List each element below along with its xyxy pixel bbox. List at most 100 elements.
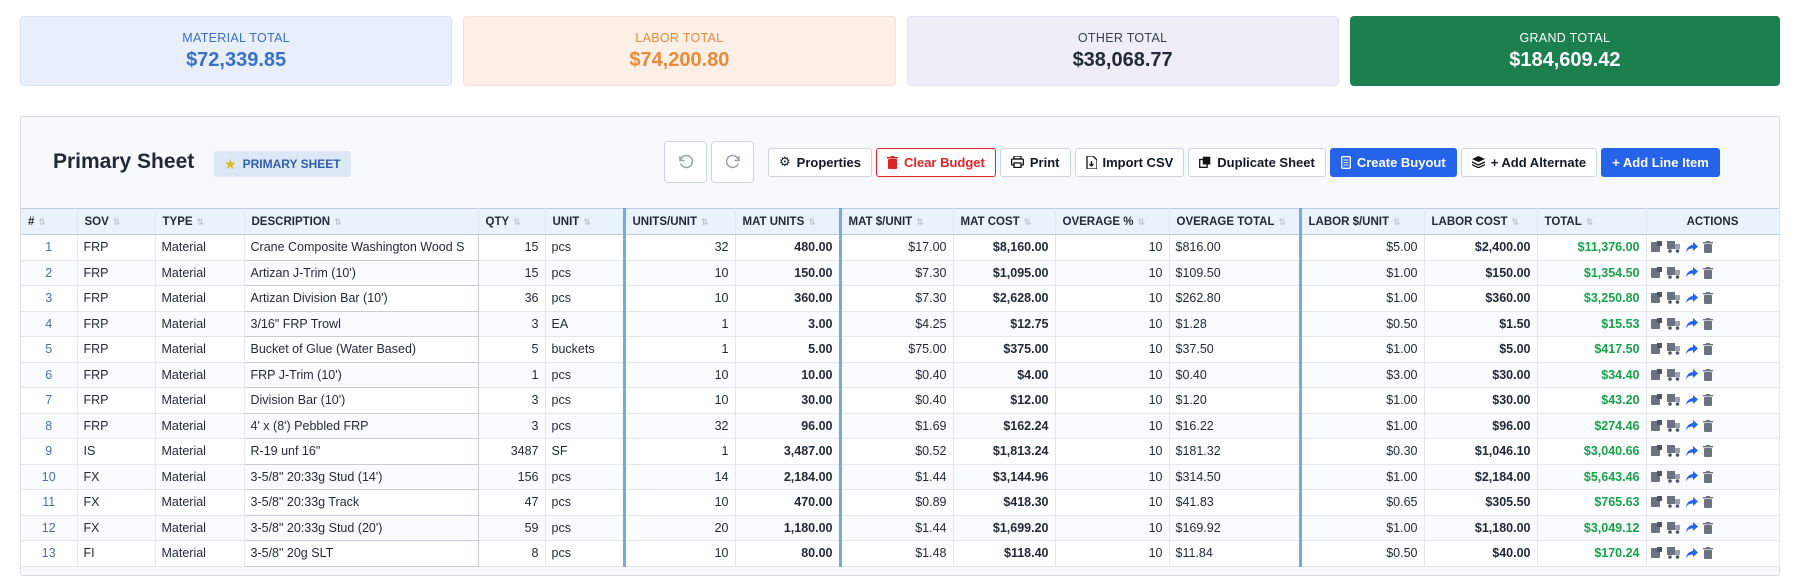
overage-pct-cell[interactable]: 10 bbox=[1055, 540, 1170, 567]
type-cell[interactable]: Material bbox=[155, 362, 245, 388]
header-col-qty[interactable]: QTY ⇅ bbox=[478, 208, 546, 235]
unit-cell[interactable]: pcs bbox=[545, 285, 625, 312]
delete-button[interactable] bbox=[1702, 470, 1713, 483]
labor-per-unit-cell[interactable]: $0.30 bbox=[1298, 438, 1425, 465]
mat-per-unit-cell[interactable]: $1.44 bbox=[838, 515, 954, 541]
sov-cell[interactable]: FRP bbox=[77, 362, 156, 388]
redo-button[interactable] bbox=[711, 141, 754, 183]
edit-button[interactable] bbox=[1650, 368, 1662, 381]
overage-pct-cell[interactable]: 10 bbox=[1055, 311, 1170, 337]
header-col-labor-per-unit[interactable]: LABOR $/UNIT ⇅ bbox=[1298, 208, 1425, 235]
buyout-button[interactable] bbox=[1666, 343, 1681, 356]
description-cell[interactable]: Division Bar (10') bbox=[243, 387, 479, 414]
overage-pct-cell[interactable]: 10 bbox=[1055, 234, 1170, 261]
move-button[interactable] bbox=[1685, 267, 1698, 278]
delete-button[interactable] bbox=[1702, 496, 1713, 509]
labor-per-unit-cell[interactable]: $5.00 bbox=[1298, 234, 1425, 261]
edit-button[interactable] bbox=[1650, 292, 1662, 304]
unit-cell[interactable]: EA bbox=[545, 311, 625, 337]
sov-cell[interactable]: FRP bbox=[77, 311, 156, 337]
type-cell[interactable]: Material bbox=[155, 234, 245, 261]
header-col-index[interactable]: # ⇅ bbox=[21, 208, 78, 235]
overage-pct-cell[interactable]: 10 bbox=[1055, 489, 1170, 516]
sov-cell[interactable]: FX bbox=[77, 489, 156, 516]
buyout-button[interactable] bbox=[1666, 241, 1681, 254]
buyout-button[interactable] bbox=[1666, 445, 1681, 458]
mat-per-unit-cell[interactable]: $0.40 bbox=[838, 362, 954, 388]
description-cell[interactable]: Bucket of Glue (Water Based) bbox=[243, 336, 479, 363]
description-cell[interactable]: Artizan J-Trim (10') bbox=[243, 259, 479, 286]
move-button[interactable] bbox=[1685, 445, 1698, 457]
unit-cell[interactable]: pcs bbox=[545, 464, 625, 490]
edit-button[interactable] bbox=[1650, 266, 1662, 279]
sov-cell[interactable]: IS bbox=[77, 438, 156, 465]
buyout-button[interactable] bbox=[1666, 292, 1681, 305]
edit-button[interactable] bbox=[1650, 241, 1662, 253]
description-cell[interactable]: Artizan Division Bar (10') bbox=[243, 285, 479, 312]
create-buyout-button[interactable]: Create Buyout bbox=[1329, 147, 1457, 177]
type-cell[interactable]: Material bbox=[155, 413, 245, 439]
move-button[interactable] bbox=[1685, 420, 1698, 431]
units-per-unit-cell[interactable]: 10 bbox=[622, 285, 736, 312]
header-col-unit[interactable]: UNIT ⇅ bbox=[545, 208, 625, 235]
qty-cell[interactable]: 3 bbox=[478, 387, 546, 414]
units-per-unit-cell[interactable]: 10 bbox=[622, 489, 736, 516]
units-per-unit-cell[interactable]: 14 bbox=[622, 464, 736, 490]
edit-button[interactable] bbox=[1650, 521, 1662, 534]
qty-cell[interactable]: 15 bbox=[478, 260, 546, 286]
qty-cell[interactable]: 3 bbox=[478, 311, 546, 337]
sov-cell[interactable]: FRP bbox=[77, 260, 156, 286]
buyout-button[interactable] bbox=[1666, 419, 1681, 432]
description-cell[interactable]: 3-5/8" 20:33g Track bbox=[243, 489, 479, 516]
type-cell[interactable]: Material bbox=[155, 438, 245, 465]
move-button[interactable] bbox=[1685, 471, 1698, 482]
unit-cell[interactable]: pcs bbox=[545, 540, 625, 567]
labor-per-unit-cell[interactable]: $0.50 bbox=[1298, 540, 1425, 567]
delete-button[interactable] bbox=[1702, 241, 1713, 254]
buyout-button[interactable] bbox=[1666, 470, 1681, 483]
units-per-unit-cell[interactable]: 10 bbox=[622, 362, 736, 388]
mat-per-unit-cell[interactable]: $7.30 bbox=[838, 285, 954, 312]
move-button[interactable] bbox=[1685, 394, 1698, 406]
buyout-button[interactable] bbox=[1666, 496, 1681, 509]
mat-per-unit-cell[interactable]: $1.69 bbox=[838, 413, 954, 439]
type-cell[interactable]: Material bbox=[155, 515, 245, 541]
overage-pct-cell[interactable]: 10 bbox=[1055, 285, 1170, 312]
header-col-sov[interactable]: SOV ⇅ bbox=[77, 208, 156, 235]
mat-per-unit-cell[interactable]: $1.44 bbox=[838, 464, 954, 490]
qty-cell[interactable]: 47 bbox=[478, 489, 546, 516]
type-cell[interactable]: Material bbox=[155, 489, 245, 516]
duplicate-sheet-button[interactable]: Duplicate Sheet bbox=[1188, 147, 1326, 177]
labor-per-unit-cell[interactable]: $0.65 bbox=[1298, 489, 1425, 516]
delete-button[interactable] bbox=[1702, 292, 1713, 305]
units-per-unit-cell[interactable]: 1 bbox=[622, 336, 736, 363]
edit-button[interactable] bbox=[1650, 547, 1662, 559]
edit-button[interactable] bbox=[1650, 343, 1662, 355]
labor-per-unit-cell[interactable]: $1.00 bbox=[1298, 464, 1425, 490]
unit-cell[interactable]: pcs bbox=[545, 362, 625, 388]
edit-button[interactable] bbox=[1650, 394, 1662, 406]
labor-per-unit-cell[interactable]: $1.00 bbox=[1298, 387, 1425, 414]
buyout-button[interactable] bbox=[1666, 394, 1681, 407]
print-button[interactable]: Print bbox=[999, 147, 1071, 177]
mat-per-unit-cell[interactable]: $0.52 bbox=[838, 438, 954, 465]
qty-cell[interactable]: 3487 bbox=[478, 438, 546, 465]
description-cell[interactable]: 3-5/8" 20:33g Stud (20') bbox=[243, 514, 479, 541]
header-col-total[interactable]: TOTAL ⇅ bbox=[1537, 208, 1647, 235]
labor-per-unit-cell[interactable]: $1.00 bbox=[1298, 336, 1425, 363]
undo-button[interactable] bbox=[664, 141, 707, 183]
header-col-overage-total[interactable]: OVERAGE TOTAL ⇅ bbox=[1169, 208, 1301, 235]
header-col-labor-cost[interactable]: LABOR COST ⇅ bbox=[1424, 208, 1538, 235]
edit-button[interactable] bbox=[1650, 419, 1662, 432]
type-cell[interactable]: Material bbox=[155, 260, 245, 286]
header-col-mat-cost[interactable]: MAT COST ⇅ bbox=[953, 208, 1056, 235]
type-cell[interactable]: Material bbox=[155, 336, 245, 363]
unit-cell[interactable]: pcs bbox=[545, 234, 625, 261]
labor-per-unit-cell[interactable]: $1.00 bbox=[1298, 413, 1425, 439]
edit-button[interactable] bbox=[1650, 470, 1662, 483]
description-cell[interactable]: Crane Composite Washington Wood S bbox=[243, 234, 479, 261]
mat-per-unit-cell[interactable]: $7.30 bbox=[838, 260, 954, 286]
add-line-item-button[interactable]: + Add Line Item bbox=[1601, 147, 1720, 177]
clear-budget-button[interactable]: Clear Budget bbox=[875, 147, 996, 177]
description-cell[interactable]: R-19 unf 16" bbox=[243, 438, 479, 465]
